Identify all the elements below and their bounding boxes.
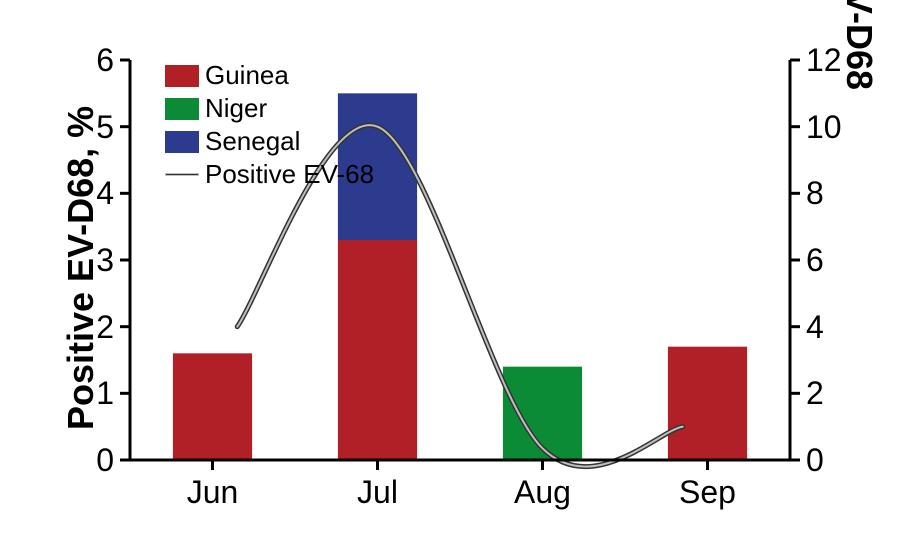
legend-label: Guinea [205, 60, 289, 91]
left-tick-label: 6 [96, 42, 114, 79]
legend-swatch [165, 131, 199, 153]
left-tick-label: 4 [96, 175, 114, 212]
legend-label: Positive EV-68 [205, 159, 374, 190]
legend-item: Senegal [165, 126, 374, 157]
evd68-chart: Positive EV-D68, % No. positive EV-D68 G… [0, 0, 900, 551]
chart-svg [0, 0, 900, 551]
right-tick-label: 6 [806, 242, 824, 279]
bar-sep-guinea [668, 347, 747, 460]
right-tick-label: 12 [806, 42, 842, 79]
x-tick-label: Jun [173, 474, 253, 511]
right-tick-label: 2 [806, 375, 824, 412]
bar-jun-guinea [173, 353, 252, 460]
left-tick-label: 2 [96, 309, 114, 346]
legend: GuineaNigerSenegalPositive EV-68 [165, 60, 374, 192]
x-tick-label: Jul [338, 474, 418, 511]
right-tick-label: 4 [806, 309, 824, 346]
right-tick-label: 8 [806, 175, 824, 212]
legend-label: Niger [205, 93, 267, 124]
right-tick-label: 0 [806, 442, 824, 479]
right-tick-label: 10 [806, 109, 842, 146]
left-tick-label: 1 [96, 375, 114, 412]
legend-label: Senegal [205, 126, 300, 157]
legend-swatch [165, 65, 199, 87]
x-tick-label: Aug [503, 474, 583, 511]
bar-jul-guinea [338, 240, 417, 460]
legend-item: Niger [165, 93, 374, 124]
x-tick-label: Sep [668, 474, 748, 511]
left-tick-label: 0 [96, 442, 114, 479]
left-tick-label: 5 [96, 109, 114, 146]
left-tick-label: 3 [96, 242, 114, 279]
right-y-axis-label: No. positive EV-D68 [838, 0, 880, 90]
legend-item: Positive EV-68 [165, 159, 374, 190]
legend-line-icon [165, 173, 199, 176]
legend-swatch [165, 98, 199, 120]
legend-item: Guinea [165, 60, 374, 91]
